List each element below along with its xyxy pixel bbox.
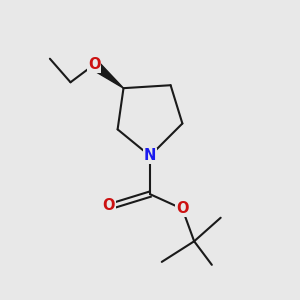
Text: O: O — [176, 201, 189, 216]
Text: N: N — [144, 148, 156, 164]
Text: O: O — [103, 198, 115, 213]
Polygon shape — [91, 61, 124, 88]
Text: O: O — [88, 57, 100, 72]
